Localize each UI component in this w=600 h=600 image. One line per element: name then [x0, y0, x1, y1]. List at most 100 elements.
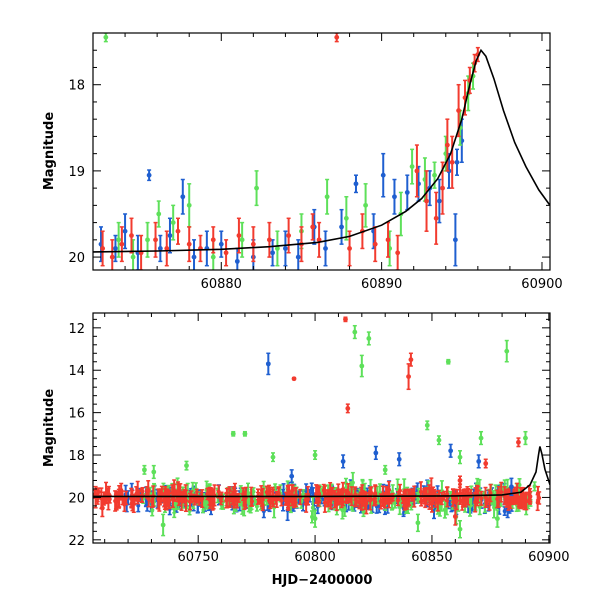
- top-series-1-point-marker: [409, 164, 415, 169]
- bottom-outlier-point-marker: [242, 431, 248, 437]
- top-series-1-point-marker: [130, 254, 136, 260]
- bottom-band-point: [474, 491, 479, 505]
- bottom-band-point-marker: [521, 498, 526, 503]
- bottom-band-point-marker: [179, 498, 184, 503]
- bottom-outlier-point: [452, 507, 458, 526]
- top-series-1-point-marker: [145, 237, 150, 243]
- top-series-2-point: [310, 213, 316, 241]
- top-series-0-point-marker: [454, 159, 460, 165]
- bottom-band-point: [167, 492, 172, 510]
- top-series-2-point: [395, 234, 401, 270]
- bottom-band-point-marker: [435, 500, 440, 505]
- top-series-1-point-marker: [363, 202, 368, 208]
- top-series-0-point-marker: [323, 246, 328, 251]
- bottom-outlier-point-marker: [509, 484, 514, 490]
- bottom-outlier-point-marker: [448, 448, 454, 454]
- top-series-2-point-marker: [223, 250, 229, 256]
- bottom-band-point-marker: [368, 498, 373, 503]
- top-series-0-point-marker: [404, 190, 410, 195]
- bottom-band-point: [200, 489, 205, 509]
- bottom-band-point: [146, 490, 151, 508]
- top-series-0-point: [204, 230, 210, 267]
- bottom-outlier-point-marker: [151, 469, 157, 475]
- bottom-band-point-marker: [218, 497, 223, 502]
- bottom-band-point-marker: [251, 489, 256, 494]
- bottom-outlier-point-marker: [476, 458, 482, 464]
- top-series-2-point-marker: [250, 241, 256, 247]
- top-series-2-point-marker: [449, 159, 455, 165]
- bottom-band-point-marker: [146, 497, 151, 502]
- bottom-outlier-point-marker: [160, 522, 166, 528]
- bottom-outlier-point: [509, 477, 514, 497]
- bottom-outlier-point: [436, 435, 442, 446]
- bottom-outlier-point-marker: [289, 473, 295, 479]
- bottom-outlier-point-marker: [436, 437, 442, 443]
- top-series-2-point: [286, 217, 292, 254]
- bottom-band-point: [135, 492, 140, 505]
- top-series-0-point-marker: [157, 246, 163, 251]
- top-series-0-point: [454, 148, 460, 176]
- top-series-0-point: [113, 234, 118, 263]
- bottom-band-point: [439, 496, 444, 506]
- bottom-band-point: [106, 487, 111, 511]
- bottom-y-tick-label: 18: [68, 449, 85, 464]
- bottom-outlier-point: [504, 339, 510, 363]
- top-series-0-point: [404, 174, 410, 211]
- bottom-outlier-point-marker: [352, 329, 358, 335]
- top-series-0-point-marker: [283, 246, 288, 251]
- top-series-2-point: [175, 217, 181, 245]
- bottom-outlier-point-marker: [312, 516, 318, 522]
- top-series-1-point-marker: [343, 215, 349, 221]
- top-series-0-point: [380, 152, 386, 198]
- bottom-outlier-point: [382, 464, 388, 475]
- bottom-band-point: [334, 492, 339, 505]
- bottom-band-point-marker: [460, 498, 465, 503]
- top-series-2-point: [153, 221, 158, 258]
- top-series-0-point-marker: [380, 172, 386, 178]
- bottom-outlier-point: [408, 352, 414, 367]
- bottom-outlier-point-marker: [99, 505, 105, 511]
- bottom-outlier-point: [289, 469, 295, 484]
- top-series-1-point-marker: [103, 34, 109, 40]
- bottom-outlier-point: [495, 509, 500, 528]
- top-series-1-point: [275, 230, 280, 267]
- bottom-band-point-marker: [317, 491, 322, 496]
- bottom-outlier-point-marker: [382, 467, 388, 473]
- top-series-0-point: [323, 230, 328, 267]
- bottom-band-point-marker: [119, 488, 124, 493]
- top-series-1-point-marker: [156, 211, 162, 217]
- bottom-outlier-point-marker: [291, 376, 297, 382]
- bottom-outlier-point: [142, 464, 147, 475]
- bottom-band-point-marker: [528, 494, 533, 499]
- top-series-1-point: [186, 183, 192, 228]
- bottom-band-point-marker: [135, 496, 140, 501]
- bottom-band-point-marker: [267, 491, 272, 496]
- top-series-0-point: [146, 169, 152, 182]
- bottom-band-point-marker: [224, 498, 229, 503]
- bottom-band-point: [516, 495, 521, 505]
- bottom-band-point: [499, 481, 504, 503]
- bottom-band-point: [129, 498, 134, 509]
- bottom-outlier-point: [291, 376, 297, 382]
- top-series-0-point-marker: [180, 194, 186, 200]
- bottom-band-point-marker: [402, 497, 407, 502]
- top-series-2-point: [449, 135, 455, 189]
- bottom-band-point-marker: [475, 481, 480, 486]
- bottom-outlier-point: [270, 452, 276, 463]
- top-series-2-point: [444, 118, 450, 172]
- bottom-band-point-marker: [248, 507, 253, 512]
- bottom-outlier-point: [396, 452, 402, 467]
- top-series-2-point-marker: [186, 241, 192, 247]
- bottom-band-point: [179, 490, 184, 511]
- bottom-band-point-marker: [350, 480, 355, 485]
- bottom-band-point: [537, 491, 542, 505]
- bottom-band-point: [104, 481, 109, 504]
- bottom-band-point: [389, 493, 394, 503]
- bottom-band-point-marker: [372, 497, 377, 502]
- bottom-outlier-point: [99, 498, 105, 518]
- top-series-0-point-marker: [436, 198, 442, 204]
- bottom-outlier-point: [483, 458, 489, 469]
- bottom-band-point-marker: [386, 487, 391, 492]
- bottom-band-point-marker: [512, 493, 517, 498]
- top-series-1-point: [170, 204, 176, 241]
